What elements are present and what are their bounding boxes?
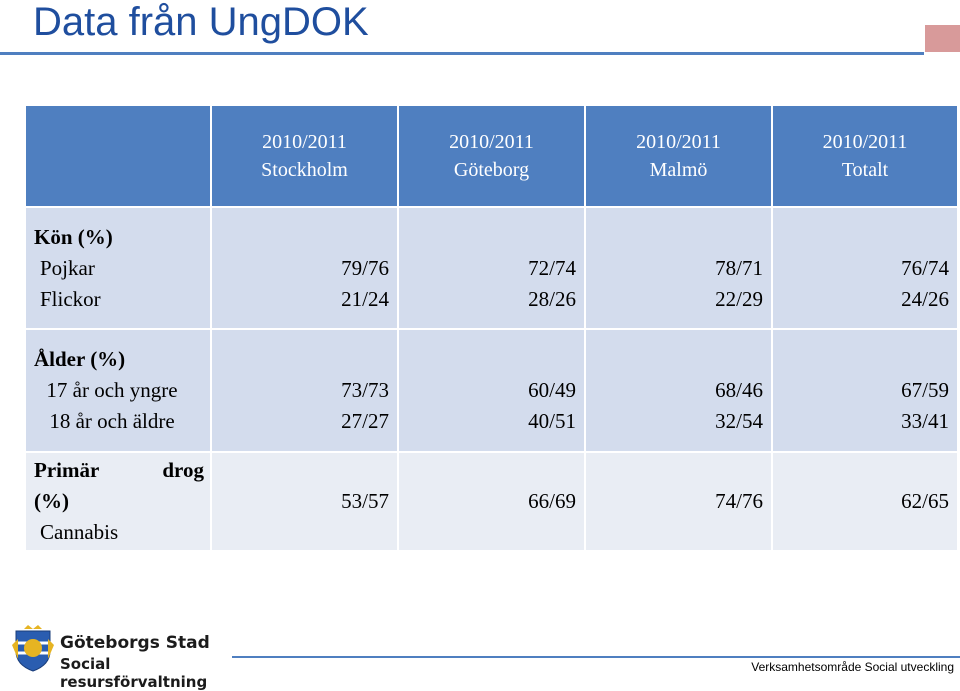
row-label-cell: Primär drog (%) Cannabis [24,451,212,552]
cell-value: 79/76 [341,255,389,280]
header-city: Göteborg [453,159,530,181]
value-cell: 79/76 21/24 [210,206,399,330]
header-empty-cell [24,104,212,208]
value-cell: 72/74 28/26 [397,206,586,330]
row-label-cell: Kön (%) Pojkar Flickor [24,206,212,330]
cell-value: 21/24 [341,286,389,311]
data-table: 2010/2011 Stockholm 2010/2011 Göteborg 2… [24,104,959,552]
city-crest-icon [12,625,54,672]
footer-department: Verksamhetsområde Social utveckling [751,660,954,674]
row-sublabel: Cannabis [40,520,119,544]
row-sublabel: Flickor [40,286,101,311]
value-cell: 76/74 24/26 [771,206,959,330]
row-heading: Ålder (%) [34,347,126,371]
row-sublabel: 17 år och yngre [46,378,178,402]
header-malmo: 2010/2011 Malmö [584,104,773,208]
row-heading-part: Primär [34,458,100,482]
cell-value: 72/74 [528,255,576,280]
header-year: 2010/2011 [822,131,908,153]
value-cell: 67/59 33/41 [771,328,959,453]
cell-value: 22/29 [715,286,763,311]
value-cell: 62/65 [771,451,959,552]
row-heading: Kön (%) [34,224,113,249]
corner-accent [925,25,960,52]
cell-value: 76/74 [901,255,949,280]
value-cell: 53/57 [210,451,399,552]
row-label-cell: Ålder (%) 17 år och yngre 18 år och äldr… [24,328,212,453]
logo-subtitle: Social resursförvaltning [60,655,208,691]
row-heading-part: (%) [34,489,69,513]
logo-title: Göteborgs Stad [60,633,210,653]
row-heading: Primär drog [34,455,210,486]
table-row-kon: Kön (%) Pojkar Flickor 79/76 21/24 72/74… [24,206,959,330]
row-heading-part: drog [162,458,204,482]
cell-value: 40/51 [528,409,576,433]
table-row-alder: Ålder (%) 17 år och yngre 18 år och äldr… [24,328,959,453]
header-totalt: 2010/2011 Totalt [771,104,959,208]
header-city: Malmö [649,159,708,181]
cell-value: 67/59 [901,378,949,402]
cell-value: 33/41 [901,409,949,433]
row-sublabel: Pojkar [40,255,95,280]
value-cell: 68/46 32/54 [584,328,773,453]
footer-divider [232,656,960,658]
header-year: 2010/2011 [449,131,534,153]
cell-value: 27/27 [341,409,389,433]
table-row-primar-drog: Primär drog (%) Cannabis 53/57 66/69 74/… [24,451,959,552]
header-city: Stockholm [261,159,348,181]
header-goteborg: 2010/2011 Göteborg [397,104,586,208]
cell-value: 32/54 [715,409,763,433]
value-cell: 74/76 [584,451,773,552]
value-cell: 73/73 27/27 [210,328,399,453]
header-city: Totalt [841,159,889,181]
title-divider [0,52,924,55]
cell-value: 60/49 [528,378,576,402]
header-year: 2010/2011 [636,131,721,153]
header-row: 2010/2011 Stockholm 2010/2011 Göteborg 2… [24,104,959,208]
row-sublabel: 18 år och äldre [49,409,175,433]
cell-value: 73/73 [341,378,389,402]
cell-value: 78/71 [715,255,763,280]
cell-value: 68/46 [715,378,763,402]
page-title: Data från UngDOK [33,0,369,44]
organization-logo: Göteborgs Stad Social resursförvaltning [10,625,230,691]
value-cell: 78/71 22/29 [584,206,773,330]
value-cell: 60/49 40/51 [397,328,586,453]
cell-value: 24/26 [901,286,949,311]
header-year: 2010/2011 [262,131,347,153]
value-cell: 66/69 [397,451,586,552]
header-stockholm: 2010/2011 Stockholm [210,104,399,208]
cell-value: 28/26 [528,286,576,311]
